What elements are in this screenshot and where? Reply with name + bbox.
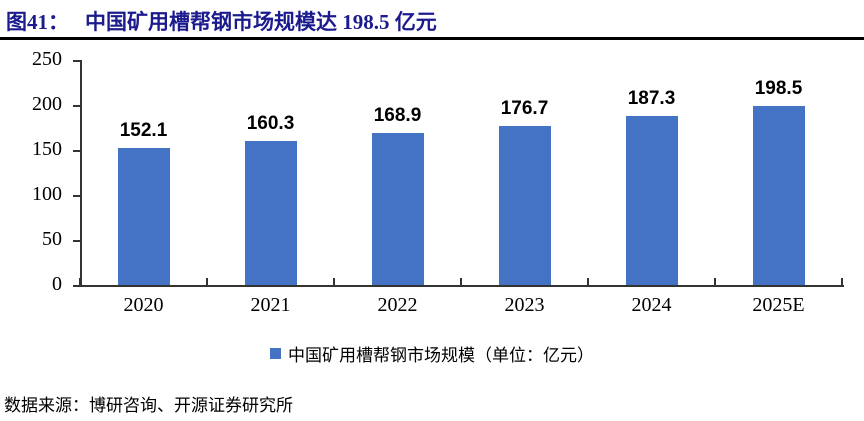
bar-2021	[244, 140, 297, 285]
x-axis-category-label: 2024	[631, 294, 672, 316]
x-axis-tick	[841, 278, 843, 285]
y-axis-tick	[73, 194, 80, 197]
bar-2025E	[752, 106, 805, 285]
x-axis-tick	[460, 278, 462, 285]
bar-2022	[371, 132, 424, 285]
x-axis-line	[80, 285, 844, 287]
bar-value-label: 152.1	[119, 120, 168, 142]
bar-2024	[625, 116, 678, 285]
bar-value-label: 168.9	[373, 104, 422, 126]
x-axis-tick	[206, 278, 208, 285]
x-axis-tick	[79, 278, 81, 285]
bar-value-label: 198.5	[754, 78, 803, 100]
figure-title-text: 中国矿用槽帮钢市场规模达 198.5 亿元	[85, 10, 437, 34]
x-axis-tick	[333, 278, 335, 285]
y-axis-tick-label: 250	[32, 48, 62, 70]
x-axis-category-label: 2020	[123, 294, 164, 316]
bar-value-label: 187.3	[627, 88, 676, 110]
figure-number: 图41：	[6, 10, 69, 34]
y-axis-tick	[73, 104, 80, 107]
bar-2020	[117, 148, 170, 285]
y-axis-tick	[73, 149, 80, 152]
y-axis-tick-label: 150	[32, 138, 62, 160]
y-axis-tick-label: 200	[32, 93, 62, 115]
y-axis-tick-label: 0	[52, 273, 62, 295]
bar-value-label: 176.7	[500, 97, 549, 119]
x-axis-tick	[587, 278, 589, 285]
data-source-note: 数据来源：博研咨询、开源证券研究所	[4, 396, 293, 415]
x-axis-category-label: 2023	[504, 294, 545, 316]
y-axis-line	[80, 60, 82, 285]
figure-title: 图41： 中国矿用槽帮钢市场规模达 198.5 亿元	[6, 6, 858, 36]
bar-2023	[498, 125, 551, 285]
y-axis-tick-label: 50	[42, 228, 62, 250]
legend-marker-icon	[270, 348, 281, 359]
x-axis-category-label: 2022	[377, 294, 418, 316]
y-axis-tick	[73, 59, 80, 62]
title-underline	[0, 37, 864, 40]
y-axis-tick-label: 100	[32, 183, 62, 205]
chart-legend: 中国矿用槽帮钢市场规模（单位：亿元）	[0, 341, 864, 366]
x-axis-category-label: 2025E	[752, 294, 805, 316]
bar-value-label: 160.3	[246, 112, 295, 134]
x-axis-category-label: 2021	[250, 294, 291, 316]
y-axis-tick	[73, 239, 80, 242]
x-axis-tick	[714, 278, 716, 285]
y-axis-tick	[73, 284, 80, 287]
legend-label: 中国矿用槽帮钢市场规模（单位：亿元）	[288, 346, 594, 365]
